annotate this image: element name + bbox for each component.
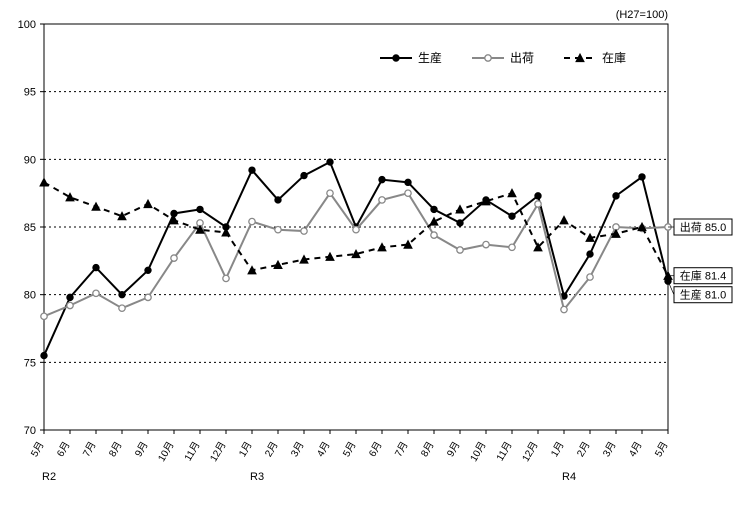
end-label-text: 在庫 81.4	[680, 269, 726, 283]
x-sub-label: R2	[42, 471, 56, 483]
series-line-seisan	[44, 162, 668, 356]
y-tick-label: 80	[24, 290, 36, 302]
x-tick-label: 11月	[494, 440, 515, 464]
y-tick-label: 70	[24, 425, 36, 437]
y-tick-label: 100	[18, 19, 36, 31]
x-tick-label: 5月	[340, 440, 358, 459]
x-tick-label: 11月	[182, 440, 203, 464]
end-label-text: 出荷 85.0	[680, 220, 726, 234]
x-tick-label: 3月	[600, 440, 618, 459]
x-tick-label: 6月	[54, 440, 72, 459]
x-tick-label: 12月	[208, 440, 229, 464]
x-tick-label: 4月	[314, 440, 332, 459]
x-tick-label: 10月	[468, 440, 489, 464]
y-tick-label: 75	[24, 357, 36, 369]
chart-container: (H27=100)7075808590951005月6月7月8月9月10月11月…	[0, 0, 740, 505]
x-tick-label: 1月	[548, 440, 566, 459]
legend-label-shukka: 出荷	[510, 51, 534, 65]
legend-label-seisan: 生産	[418, 50, 442, 65]
x-tick-label: 1月	[236, 440, 254, 459]
y-tick-label: 85	[24, 222, 36, 234]
x-tick-label: 10月	[156, 440, 177, 464]
x-tick-label: 6月	[366, 440, 384, 459]
x-sub-label: R4	[562, 471, 576, 483]
x-tick-label: 2月	[262, 440, 280, 459]
end-label-text: 生産 81.0	[680, 288, 726, 302]
x-sub-label: R3	[250, 471, 264, 483]
x-tick-label: 9月	[444, 440, 462, 459]
chart-svg: (H27=100)7075808590951005月6月7月8月9月10月11月…	[0, 0, 740, 505]
x-tick-label: 8月	[106, 440, 124, 459]
x-tick-label: 5月	[652, 440, 670, 459]
x-tick-label: 5月	[28, 440, 46, 459]
y-tick-label: 95	[24, 87, 36, 99]
x-tick-label: 8月	[418, 440, 436, 459]
x-tick-label: 2月	[574, 440, 592, 459]
x-tick-label: 12月	[520, 440, 541, 464]
chart-note: (H27=100)	[616, 9, 668, 21]
x-tick-label: 7月	[80, 440, 98, 459]
y-tick-label: 90	[24, 154, 36, 166]
x-tick-label: 9月	[132, 440, 150, 459]
x-tick-label: 7月	[392, 440, 410, 459]
x-tick-label: 3月	[288, 440, 306, 459]
x-tick-label: 4月	[626, 440, 644, 459]
legend-label-zaiko: 在庫	[602, 51, 626, 65]
